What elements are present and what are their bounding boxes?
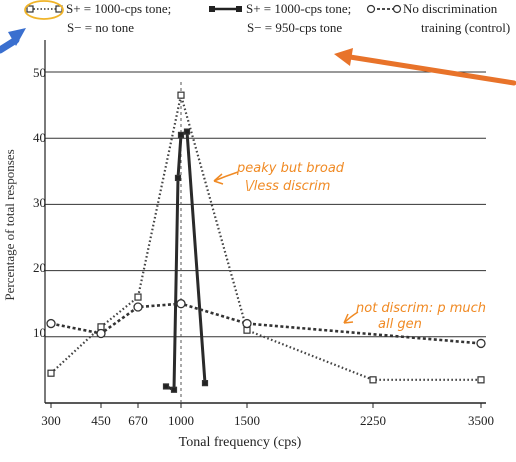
annotation-2-line-2: all gen [378, 317, 422, 332]
data-point-solid-filled-square-1150 [201, 380, 209, 387]
legend-swatch-dashed [366, 4, 402, 14]
legend-swatch-solid [209, 6, 242, 12]
y-tick-label-10: 10 [33, 325, 46, 340]
data-point-dashed-open-circle-300 [46, 318, 56, 329]
x-axis-title: Tonal frequency (cps) [179, 435, 302, 450]
data-point-solid-filled-square-1000 [177, 131, 185, 138]
data-point-solid-filled-square-950 [170, 386, 178, 393]
x-tick-label-450: 450 [91, 413, 111, 428]
annotation-2: not discrim: p much all gen [343, 301, 486, 332]
orange-arrow-icon [334, 48, 516, 86]
series-line-dashed-open-circle [50, 302, 482, 345]
data-point-solid-filled-square-975 [174, 174, 182, 182]
annotation-2-arrow [343, 311, 359, 324]
annotation-1-line-1: peaky but broad [236, 161, 345, 176]
data-point-dashed-open-circle-3500 [476, 338, 486, 349]
data-point-solid-filled-square-850 [162, 383, 170, 390]
series-dotted-open-square [47, 91, 485, 384]
data-point-dashed-open-circle-450 [96, 328, 106, 339]
annotation-2-line-1: not discrim: p much [356, 301, 486, 316]
y-axis-title: Percentage of total responses [2, 149, 17, 300]
blue-arrow-icon [0, 28, 26, 54]
data-point-dotted-open-square-3500 [477, 376, 485, 384]
y-tick-label-50: 50 [33, 65, 46, 80]
x-tick-label-670: 670 [128, 413, 148, 428]
data-point-dotted-open-square-1000 [177, 91, 185, 99]
highlight-circle [24, 0, 64, 20]
y-tick-label-40: 40 [33, 130, 46, 145]
x-tick-label-1000: 1000 [168, 413, 194, 428]
x-tick-label-2250: 2250 [360, 413, 386, 428]
legend-2-line-1: S+ = 1000-cps tone; [246, 1, 351, 16]
data-point-solid-filled-square-1025 [183, 128, 191, 135]
data-point-dashed-open-circle-1500 [242, 318, 252, 329]
annotation-1: peaky but broad \/less discrim [213, 161, 345, 194]
annotation-1-arrow [213, 171, 239, 185]
data-point-dotted-open-square-300 [47, 369, 55, 377]
annotation-1-line-2: \/less discrim [245, 179, 330, 194]
y-tick-label-30: 30 [33, 195, 46, 210]
series-solid-filled-square [162, 128, 209, 393]
x-tick-label-1500: 1500 [234, 413, 260, 428]
legend: S+ = 1000-cps tone; S− = no tone S+ = 10… [26, 1, 510, 35]
legend-1-line-1: S+ = 1000-cps tone; [66, 1, 171, 16]
legend-3-line-1: No discrimination [403, 1, 498, 16]
series-group [46, 91, 486, 393]
legend-2-line-2: S− = 950-cps tone [247, 20, 342, 35]
data-point-dotted-open-square-2250 [369, 376, 377, 384]
x-tick-label-300: 300 [41, 413, 61, 428]
data-point-dashed-open-circle-1000 [176, 299, 186, 309]
y-tick-label-20: 20 [33, 260, 46, 275]
data-point-dotted-open-square-670 [134, 293, 142, 301]
data-point-dashed-open-circle-670 [133, 302, 143, 312]
series-dashed-open-circle [46, 299, 486, 349]
legend-swatch-dotted [26, 5, 63, 13]
x-tick-label-3500: 3500 [468, 413, 494, 428]
legend-1-line-2: S− = no tone [67, 20, 134, 35]
legend-3-line-2: training (control) [421, 20, 510, 35]
